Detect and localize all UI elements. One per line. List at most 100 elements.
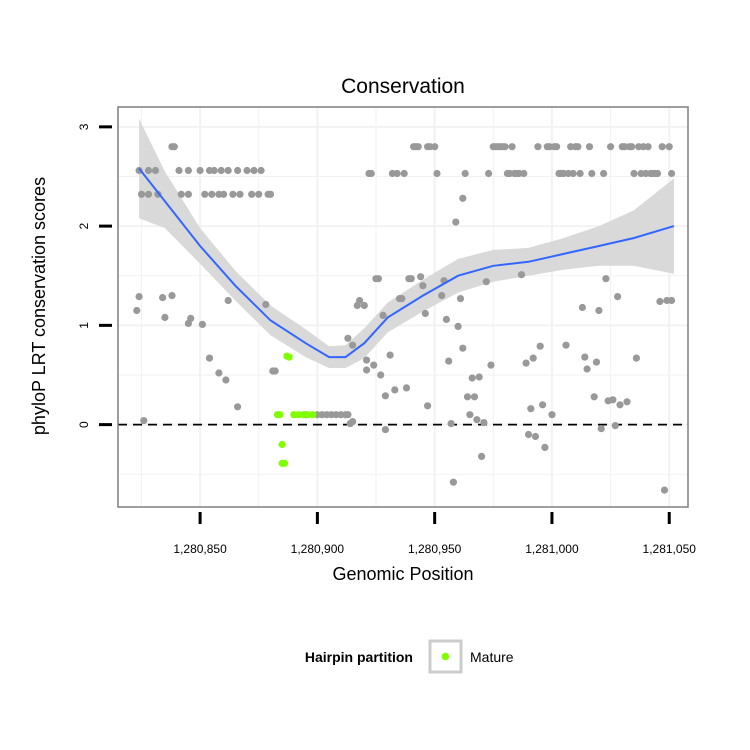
point-other [508, 143, 516, 151]
point-other [250, 166, 258, 175]
point-other [222, 376, 230, 384]
point-other [255, 190, 263, 198]
point-other [431, 143, 439, 151]
point-other [386, 351, 394, 359]
point-other [243, 166, 251, 175]
y-axis-title: phyloP LRT conservation scores [29, 177, 49, 435]
point-other [349, 418, 357, 426]
point-other [473, 416, 481, 424]
point-other [485, 169, 493, 178]
x-tick-label: 1,280,950 [408, 542, 462, 556]
point-other [459, 344, 467, 352]
legend-key-mature-dot [441, 652, 450, 661]
point-other [381, 392, 389, 400]
point-other [534, 143, 542, 151]
point-other [391, 386, 399, 394]
point-other [224, 296, 232, 305]
point-other [184, 166, 192, 175]
point-other [541, 443, 549, 451]
point-other [630, 169, 638, 178]
point-other [344, 411, 352, 419]
plot-panel-border [117, 106, 689, 508]
point-other [370, 361, 378, 369]
point-other [201, 190, 209, 198]
point-other [417, 273, 425, 281]
point-other [478, 452, 486, 460]
point-other [159, 294, 167, 302]
y-tick-label: 1 [77, 322, 91, 329]
point-mature [309, 411, 317, 419]
point-other [456, 295, 465, 303]
point-other [529, 354, 537, 362]
point-other [257, 166, 265, 175]
smooth-fit-line [138, 167, 675, 359]
point-other [611, 422, 619, 430]
point-other [480, 419, 488, 427]
point-other [133, 306, 141, 315]
point-other [262, 300, 270, 309]
point-other [592, 358, 601, 366]
point-other [597, 425, 605, 433]
x-axis-title: Genomic Position [332, 564, 473, 584]
point-other [187, 314, 195, 322]
point-other [363, 356, 371, 364]
point-other [454, 322, 462, 330]
point-other [527, 405, 535, 413]
point-other [236, 190, 244, 198]
point-other [658, 143, 666, 151]
gridlines [118, 107, 688, 507]
point-other [524, 430, 533, 439]
point-other [144, 190, 153, 198]
point-other [653, 169, 662, 178]
point-other [576, 169, 584, 178]
point-other [363, 366, 371, 374]
point-other [374, 275, 382, 283]
point-other [400, 169, 408, 178]
point-other [585, 143, 594, 151]
point-other [614, 293, 622, 301]
point-other [463, 393, 472, 401]
x-axis: 1,280,850 1,280,900 1,280,950 1,281,000 1,28… [173, 512, 696, 556]
point-other [205, 354, 214, 362]
point-other [438, 292, 446, 300]
point-other [475, 373, 483, 381]
point-other [632, 354, 641, 362]
point-other [402, 384, 411, 392]
point-other [414, 143, 422, 151]
confidence-ribbon [139, 118, 674, 369]
point-other [482, 278, 490, 286]
chart-title: Conservation [341, 75, 465, 98]
point-other [140, 417, 148, 425]
point-other [379, 311, 387, 319]
point-other [602, 275, 610, 283]
point-other [644, 143, 652, 151]
point-other [668, 296, 676, 305]
y-axis: 0 1 2 3 [77, 123, 112, 428]
point-other [271, 367, 279, 375]
point-other [466, 411, 474, 419]
point-other [583, 365, 591, 373]
y-tick-label: 3 [77, 123, 91, 130]
point-other [520, 169, 528, 178]
point-other [461, 169, 469, 178]
point-other [177, 190, 185, 198]
point-other [449, 478, 457, 486]
point-other [656, 297, 664, 306]
point-other [161, 313, 169, 321]
point-other [581, 353, 589, 361]
x-tick-label: 1,280,900 [291, 542, 345, 556]
point-mature [276, 411, 284, 419]
x-tick-label: 1,281,050 [643, 542, 697, 556]
point-other [660, 486, 669, 494]
point-other [548, 411, 556, 419]
data-points [133, 143, 676, 494]
point-other [447, 420, 455, 428]
legend: Hairpin partition Mature [305, 639, 514, 674]
point-other [539, 401, 547, 409]
point-other [616, 401, 624, 409]
point-other [609, 396, 617, 404]
point-other [135, 293, 143, 301]
legend-title: Hairpin partition [305, 649, 413, 665]
point-other [470, 393, 479, 401]
